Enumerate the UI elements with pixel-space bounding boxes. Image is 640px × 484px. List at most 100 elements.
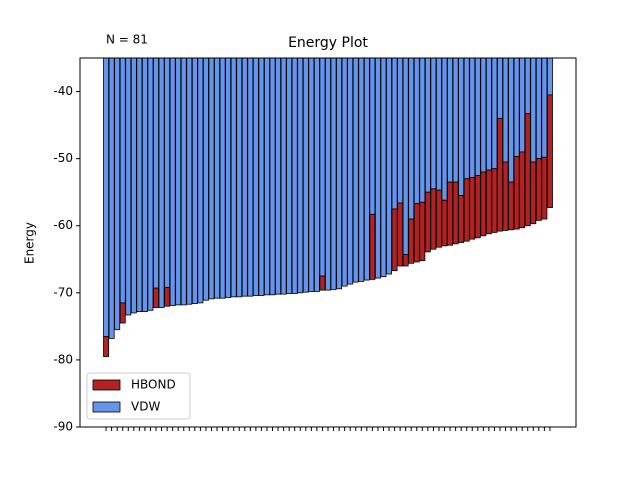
bar [186,58,193,305]
annotation: N = 81 [106,33,148,47]
bar [308,58,315,292]
bar [502,161,509,231]
bar [491,168,498,233]
bar [397,202,404,267]
bar [408,218,415,264]
bar [275,58,282,295]
bar [402,254,409,267]
bar [447,181,454,246]
bar [341,58,348,287]
bar [458,195,465,243]
bar [508,181,515,231]
bar [419,58,426,203]
bar [458,58,465,196]
bar [397,58,404,204]
bar [302,58,309,293]
bar [247,58,254,297]
bar [535,58,542,160]
bar [380,58,387,278]
bar [441,199,448,247]
bar [252,58,259,296]
bar [119,302,126,324]
bar [358,58,365,282]
bar [108,58,115,339]
y-tick-label: -90 [53,420,73,434]
bar [236,58,243,298]
bar [180,58,187,306]
bar [175,58,182,306]
bar [452,58,459,183]
bar [241,58,248,297]
bar [491,58,498,170]
bar [347,58,354,285]
bar [474,58,481,176]
bar [485,169,492,235]
bar [147,58,154,311]
legend-swatch [92,401,121,413]
bar [214,58,220,299]
bar [430,188,437,250]
bar [463,58,470,180]
legend-swatch [92,379,121,391]
bar [325,58,331,291]
bar [202,58,209,301]
bar [280,58,287,295]
y-tick-label: -50 [53,151,73,165]
bar [497,58,503,119]
bar [153,58,159,289]
bar [424,191,431,253]
bar [508,58,515,183]
bar [153,287,159,308]
bar [269,58,276,296]
bar [452,181,459,245]
y-tick-label: -70 [53,285,73,299]
bar [524,58,531,115]
bar [441,58,448,201]
bar [130,58,137,314]
bar [480,171,487,237]
bar [419,201,426,262]
bar [413,58,420,204]
bar [524,113,531,227]
bar [103,58,110,337]
bar [369,58,376,215]
bar [535,158,542,221]
bar [369,213,376,280]
bar [519,151,526,229]
bar [330,58,337,290]
bar [469,58,476,178]
bar [125,58,132,316]
bar [264,58,270,296]
bar [169,58,176,306]
bar [191,58,198,304]
bar [485,58,492,171]
chart-title: Energy Plot [288,35,368,51]
legend-label: HBOND [131,378,176,392]
bar [197,58,204,304]
bar [513,58,520,158]
plot-area [103,58,553,357]
bar [480,58,487,173]
bar [447,58,454,183]
bar [519,58,526,153]
bar [408,58,415,220]
bar [530,58,537,163]
y-tick-label: -40 [53,84,73,98]
bar [230,58,237,298]
bar [352,58,359,283]
bar [413,203,420,263]
bar [391,208,398,272]
bar [502,58,509,163]
bar [541,58,548,158]
bar [363,58,370,281]
bar [258,58,265,296]
y-axis-label: Energy [23,222,37,264]
bar [546,58,553,96]
bar [469,177,476,240]
y-tick-label: -60 [53,218,73,232]
bar [474,175,481,239]
bar [424,58,431,193]
bar [225,58,232,298]
bar [208,58,215,300]
